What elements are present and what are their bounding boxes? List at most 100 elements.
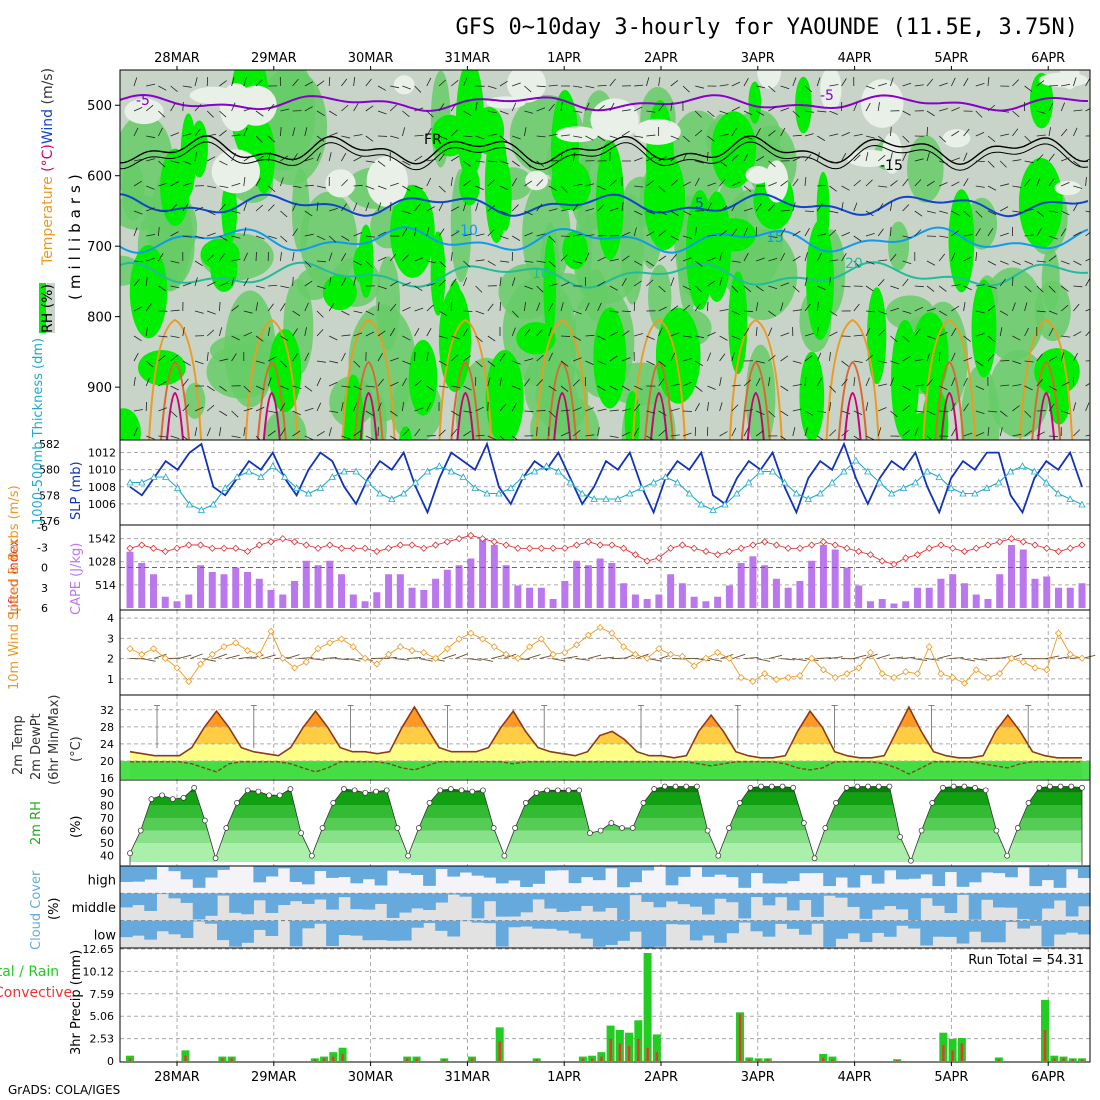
cloud-bar — [1065, 866, 1079, 870]
wind-barb — [890, 202, 893, 212]
wind-barb — [609, 102, 615, 112]
cloud-bar — [799, 920, 812, 935]
cloud-bar — [750, 866, 764, 874]
rh-point — [854, 783, 861, 790]
wind-barb — [1048, 356, 1058, 362]
rh-point — [1079, 784, 1085, 791]
thickness-tick-label: 580 — [39, 464, 60, 477]
wind-barb — [414, 134, 424, 137]
rh-point — [180, 794, 187, 801]
precip-conv-bar — [332, 1056, 335, 1061]
wind-barb — [267, 303, 274, 312]
wind-barb — [890, 152, 893, 162]
wind-barb — [938, 253, 946, 262]
wind-barb — [365, 260, 373, 268]
wind-barb — [975, 132, 985, 137]
cape-bar — [866, 601, 874, 608]
lifted-index-line-point — [984, 541, 992, 549]
wind-barb — [597, 84, 607, 87]
wind-barb — [585, 407, 594, 412]
wind-barb — [560, 102, 563, 112]
wind-barb — [1048, 435, 1059, 438]
wind-barb — [231, 435, 241, 438]
wind-barb — [304, 302, 309, 312]
wind-barb — [902, 152, 907, 162]
wind-barb — [817, 410, 827, 413]
wind-barb — [634, 210, 643, 216]
rh-high-patch — [390, 184, 435, 278]
wind-barb — [487, 435, 497, 440]
wind-barb — [670, 352, 676, 362]
lifted-index-line-point — [432, 541, 440, 549]
lifted-index-line-point — [185, 541, 193, 549]
wind-barb — [938, 351, 941, 362]
precip-tick-label: 0 — [107, 1055, 114, 1068]
wind-barb — [890, 377, 895, 387]
wind-barb — [768, 182, 777, 187]
wind-barb — [133, 427, 138, 437]
wind-barb — [646, 180, 654, 187]
wind-speed-line-point — [643, 654, 651, 662]
wind-barb — [743, 409, 753, 412]
wind-barb — [231, 235, 241, 239]
rh-high-patch — [438, 286, 471, 393]
wind-barb — [597, 256, 606, 262]
rh-point — [651, 786, 657, 792]
wind-barb — [597, 105, 605, 112]
wind-barb — [804, 410, 814, 416]
cloud-bar — [714, 920, 727, 943]
isotherm-label: -10 — [455, 223, 478, 239]
wind-barb — [682, 257, 692, 262]
wind-barb — [682, 358, 692, 362]
wind-barb — [780, 302, 784, 312]
cloud-bar — [1053, 920, 1067, 935]
wind-barb — [780, 410, 789, 417]
wind-barb — [841, 202, 844, 212]
lifted-index-line-point — [1078, 541, 1086, 549]
cape-bar — [1007, 545, 1015, 608]
date-label-bottom: 28MAR — [154, 1070, 200, 1085]
wind-barb — [694, 177, 700, 187]
wind-barb — [1060, 228, 1067, 237]
wind-barb — [451, 385, 461, 388]
cloud-bar — [301, 893, 315, 904]
wind-barb — [877, 154, 886, 162]
wind-barb — [438, 279, 446, 287]
isotherm-25-lobe — [740, 360, 771, 440]
wind-barb — [865, 210, 874, 217]
wind-barb — [524, 232, 533, 237]
wind-barb — [719, 205, 728, 212]
cloud-bar — [508, 920, 521, 928]
wind-barb — [219, 385, 227, 392]
wind-barb — [511, 204, 519, 212]
wind-barb — [878, 407, 887, 412]
cloud-bar — [605, 866, 618, 869]
wind-barb — [402, 160, 411, 166]
wind-barb — [768, 235, 778, 239]
wind-speed-line-point — [913, 670, 922, 678]
wind-barb — [694, 303, 701, 312]
lifted-index-line-point — [925, 544, 933, 552]
lifted-index-line-point — [361, 544, 369, 552]
wind-barb — [219, 203, 226, 212]
wind-speed-line-point — [290, 664, 299, 672]
thickness-tick-label: 582 — [39, 438, 60, 451]
wind-barb-10m — [828, 656, 843, 660]
wind-barb — [987, 210, 997, 216]
wind-speed-line-point — [1043, 666, 1051, 674]
wind-barb — [243, 77, 247, 87]
wind-barb — [634, 84, 644, 87]
wind-barb — [1073, 429, 1081, 437]
wind-barb — [634, 185, 644, 188]
wind-speed-line-point — [866, 648, 875, 657]
wind-barb — [926, 410, 936, 416]
wind-barb — [365, 135, 374, 142]
wind-barb — [267, 103, 275, 112]
rh-point — [608, 820, 615, 826]
cloud-bar — [483, 920, 497, 924]
wind-barb — [609, 435, 619, 439]
lifted-index-line-point — [549, 544, 557, 552]
cloud-bar — [435, 920, 448, 931]
wind-barb — [865, 402, 869, 412]
wind-barb — [646, 279, 654, 287]
